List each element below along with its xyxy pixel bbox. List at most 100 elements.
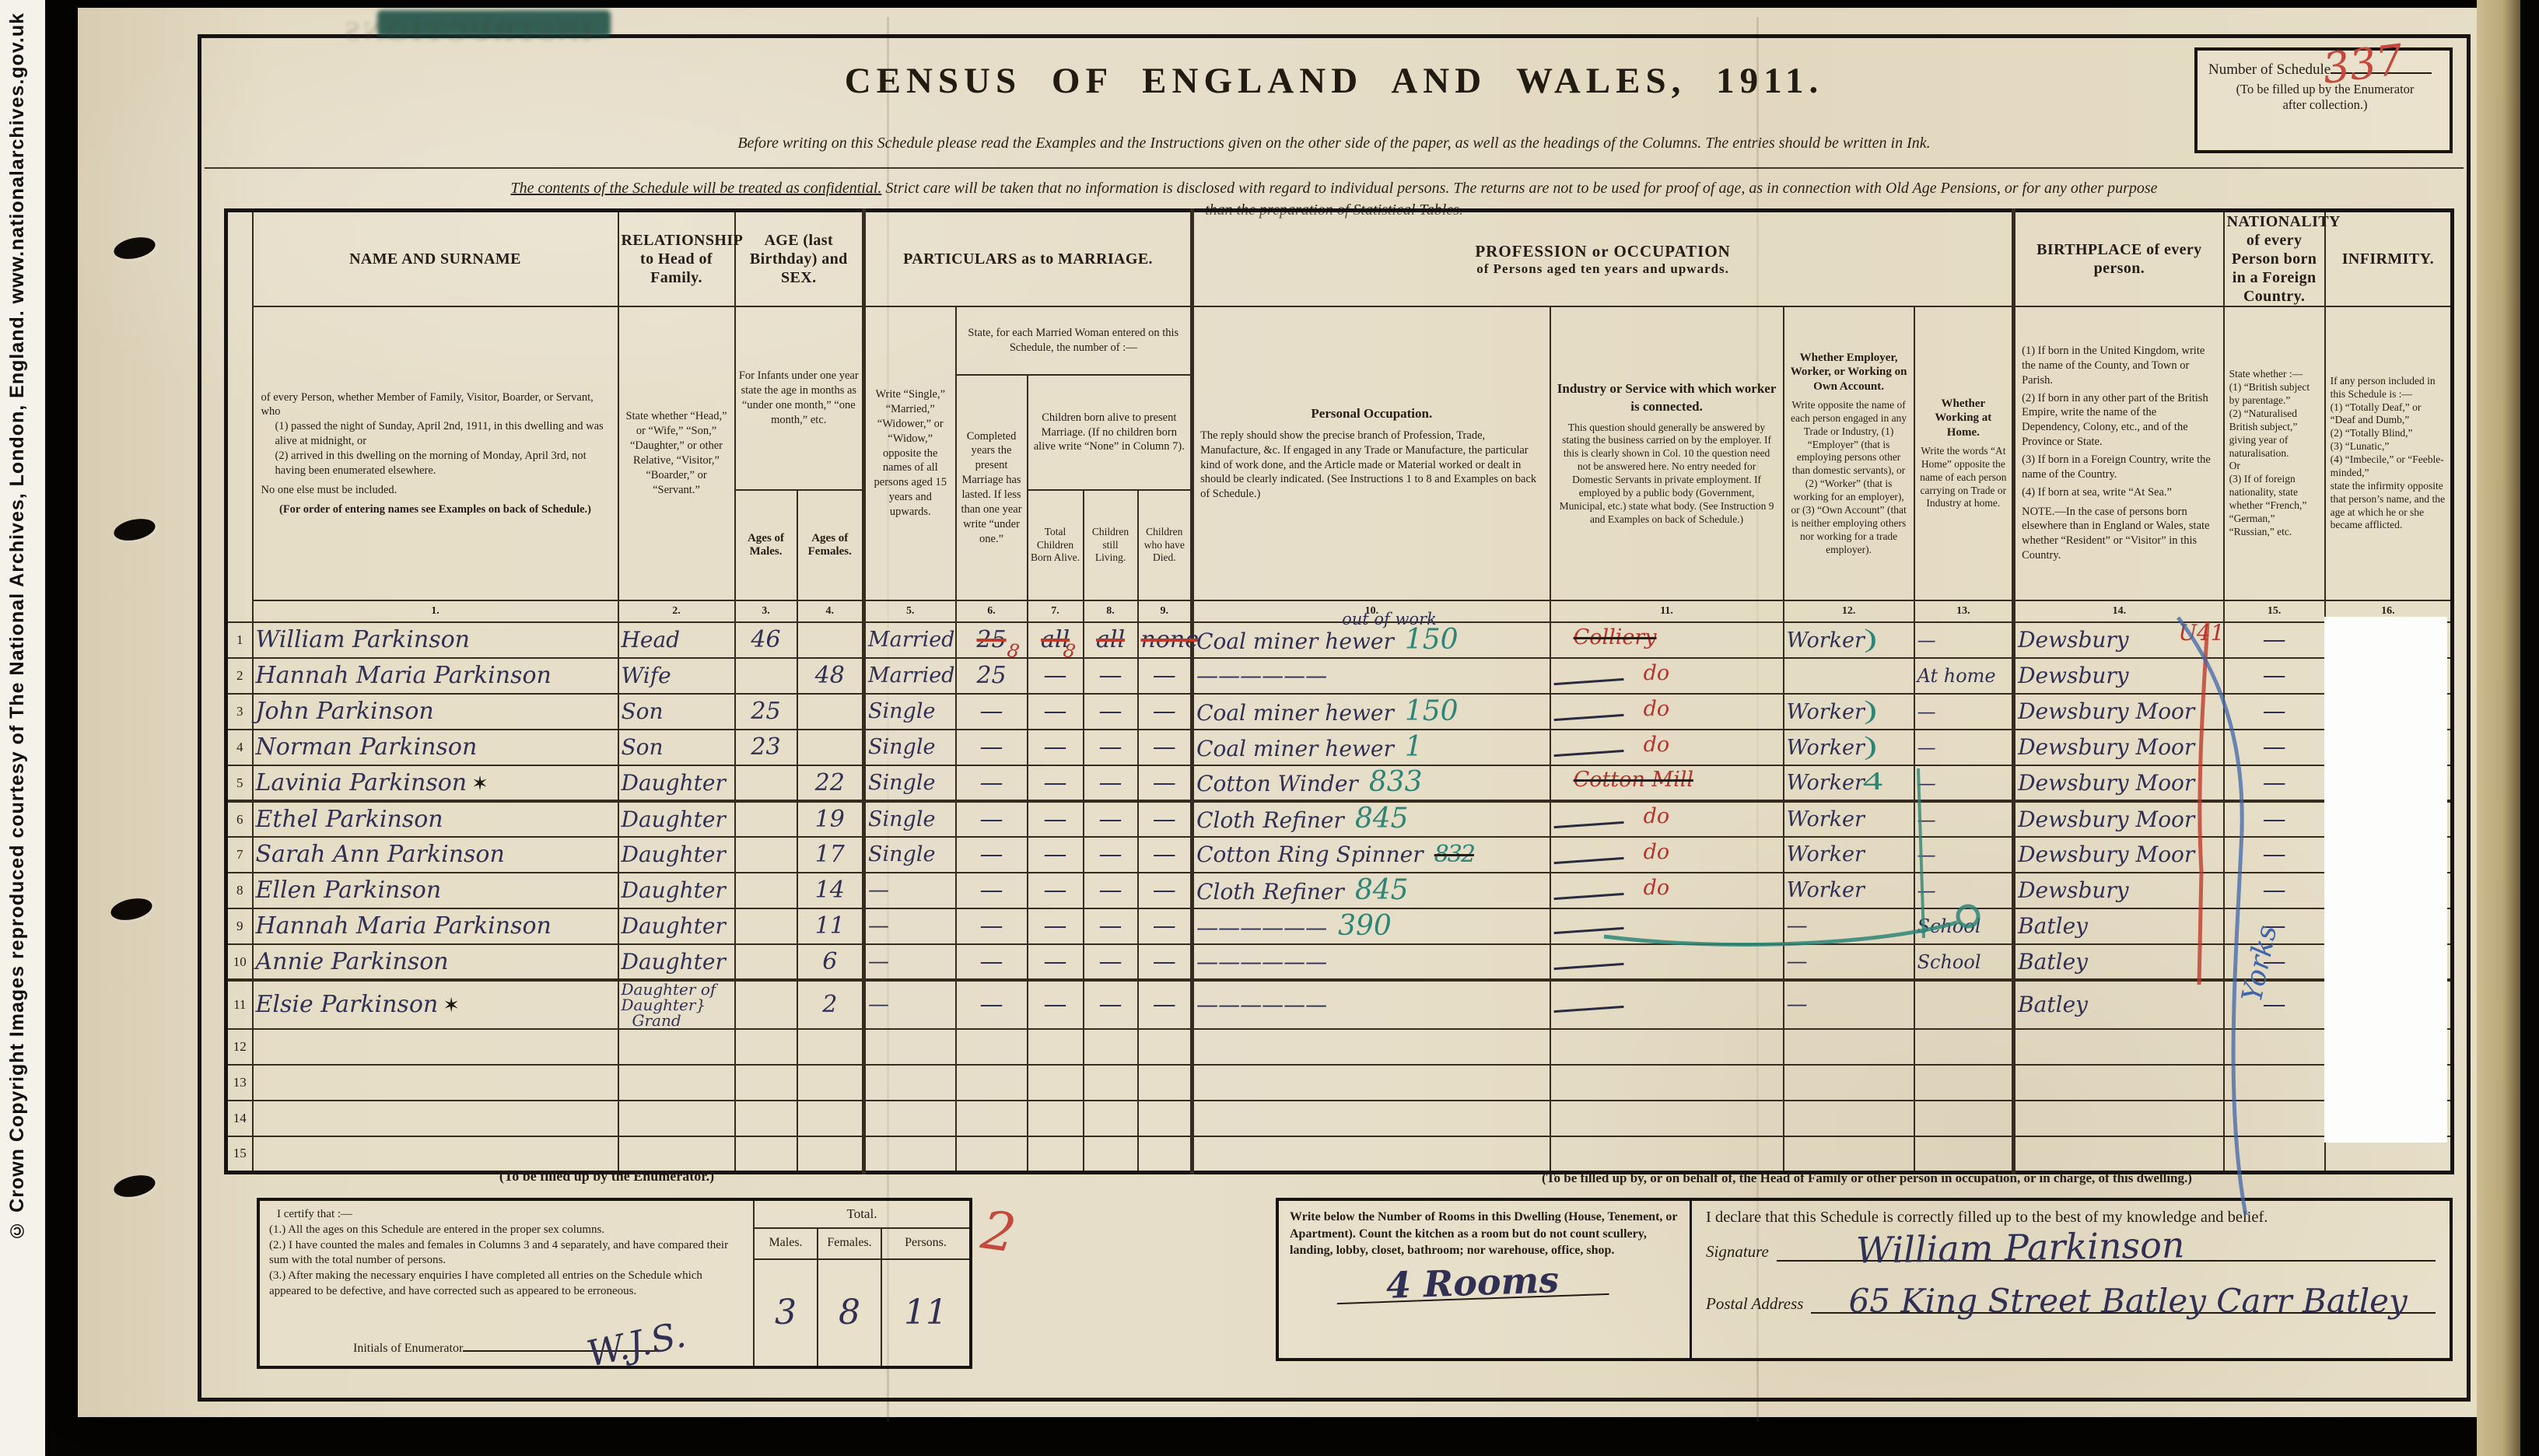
cell-nationality	[2222, 1100, 2326, 1137]
cell-age-males	[734, 943, 798, 982]
col-number: 2.	[617, 600, 736, 623]
col-head-nationality: NATIONALITY of every Person born in a Fo…	[2222, 209, 2340, 307]
cell-working-at-home: —	[1913, 729, 2015, 766]
cell-children-died: —	[1136, 979, 1193, 1030]
cell-occupation: Cotton Ring Spinner 832	[1190, 836, 1551, 873]
cell-occupation	[1190, 1028, 1551, 1066]
cell-age-males	[734, 836, 798, 873]
cell-working-at-home: —	[1913, 872, 2015, 909]
cell-industry	[1549, 979, 1784, 1030]
cell-relationship: Daughter	[617, 943, 736, 982]
cell-occupation	[1190, 1136, 1551, 1173]
cell-occupation: ——————	[1190, 979, 1551, 1030]
cell-marital-condition: —	[862, 979, 957, 1030]
cell-row-number: 10	[225, 943, 254, 982]
cell-years-married	[954, 1136, 1028, 1173]
cell-age-males	[734, 765, 798, 803]
schedule-number-label: Number of Schedule	[2208, 61, 2331, 78]
cell-children-living: —	[1082, 693, 1139, 730]
at-home-column-notes: Whether Working at Home. Write the words…	[1913, 306, 2015, 601]
cell-children-born: —	[1026, 729, 1084, 766]
cell-row-number: 15	[225, 1136, 254, 1173]
declaration-cell: I declare that this Schedule is correctl…	[1692, 1201, 2450, 1358]
cell-row-number: 1	[225, 621, 254, 659]
cell-birthplace: Dewsbury Moor	[2012, 765, 2225, 803]
cell-row-number: 7	[225, 836, 254, 873]
cell-years-married	[954, 1064, 1028, 1101]
cell-nationality: —	[2222, 729, 2326, 766]
cell-years-married: —	[954, 693, 1028, 730]
children-born-note: Children born alive to present Marriage.…	[1026, 374, 1193, 491]
cell-nationality	[2222, 1028, 2326, 1066]
cell-nationality	[2222, 1136, 2326, 1173]
cell-birthplace	[2012, 1028, 2225, 1066]
cell-employment-status	[1782, 1100, 1915, 1137]
cell-years-married: —	[954, 872, 1028, 909]
cell-age-males	[734, 979, 798, 1030]
age-column-notes: For Infants under one year state the age…	[734, 306, 865, 491]
cell-occupation	[1190, 1064, 1551, 1101]
cell-marital-condition: Single	[862, 693, 957, 730]
cell-industry: do	[1549, 693, 1784, 730]
declaration-text: I declare that this Schedule is correctl…	[1706, 1209, 2268, 1226]
cell-name: Ellen Parkinson	[251, 872, 619, 909]
cell-marital-condition: —	[862, 908, 957, 945]
name-column-notes: of every Person, whether Member of Famil…	[251, 306, 619, 601]
industry-column-notes: Industry or Service with which worker is…	[1549, 306, 1784, 601]
cell-children-died: —	[1136, 800, 1193, 838]
cell-employment-status	[1782, 1028, 1915, 1066]
enumerator-section-heading: (To be filled up by the Enumerator.)	[499, 1168, 715, 1184]
cell-children-born: —	[1026, 800, 1084, 838]
total-label: Total.	[755, 1201, 969, 1229]
cell-birthplace: Dewsbury	[2012, 872, 2225, 909]
cell-years-married: —	[954, 765, 1028, 803]
totals-panel: Total. Males. 3 Females. 8 Persons. 11	[753, 1201, 969, 1366]
cell-employment-status	[1782, 1064, 1915, 1101]
adjacent-page-edge	[2477, 0, 2520, 1456]
dwelling-box: Write below the Number of Rooms in this …	[1276, 1198, 2453, 1361]
cell-nationality: —	[2222, 908, 2326, 945]
cell-row-number: 12	[225, 1028, 254, 1066]
cell-industry	[1549, 1064, 1784, 1101]
children-living-label: Children still Living.	[1082, 489, 1139, 601]
cell-years-married: —	[954, 943, 1028, 982]
cell-employment-status: —	[1782, 908, 1915, 945]
married-woman-note: State, for each Married Woman entered on…	[954, 306, 1193, 376]
cell-age-females: 22	[796, 765, 865, 803]
postal-label: Postal Address	[1706, 1294, 1804, 1313]
table-row: 6 Ethel Parkinson Daughter 19 Single — — — — Clot…	[225, 800, 2453, 838]
cell-name: Annie Parkinson	[251, 943, 619, 982]
cell-age-males	[734, 872, 798, 909]
col-head-age: AGE (last Birthday) and SEX.	[734, 209, 865, 307]
confidential-line: The contents of the Schedule will be tre…	[201, 180, 2467, 198]
cell-marital-condition: Married	[862, 657, 957, 695]
cell-children-born: —	[1026, 979, 1084, 1030]
cell-name: Lavinia Parkinson ✶	[251, 765, 619, 803]
redaction-patch	[2324, 617, 2447, 1143]
schedule-number-handwritten: 337	[2320, 34, 2406, 94]
cell-employment-status	[1782, 1136, 1915, 1173]
col-number: 8.	[1082, 600, 1139, 623]
cell-age-females: 14	[796, 872, 865, 909]
cell-working-at-home: —	[1913, 621, 2015, 659]
cell-relationship	[617, 1136, 736, 1173]
cell-children-living: —	[1082, 765, 1139, 803]
cell-birthplace: Batley	[2012, 908, 2225, 945]
cell-relationship: Daughter of Daughter} Grand	[617, 979, 736, 1030]
cell-age-females	[796, 729, 865, 766]
cell-children-living: all 8	[1061, 621, 1139, 663]
cell-age-males	[734, 1064, 798, 1101]
cell-children-died	[1136, 1136, 1193, 1173]
cell-marital-condition	[862, 1028, 957, 1066]
col-number: 14.	[2012, 600, 2225, 623]
cell-industry	[1549, 1100, 1784, 1137]
cell-name	[251, 1100, 619, 1137]
ink-smudge	[377, 10, 611, 37]
head-signature: William Parkinson	[1855, 1223, 2185, 1272]
cell-marital-condition: Married	[862, 621, 957, 659]
cell-name: Norman Parkinson	[251, 729, 619, 766]
cell-name: Elsie Parkinson ✶	[251, 979, 619, 1030]
cell-age-males	[734, 800, 798, 838]
cell-birthplace	[2012, 1100, 2225, 1137]
cell-working-at-home: —	[1913, 693, 2015, 730]
